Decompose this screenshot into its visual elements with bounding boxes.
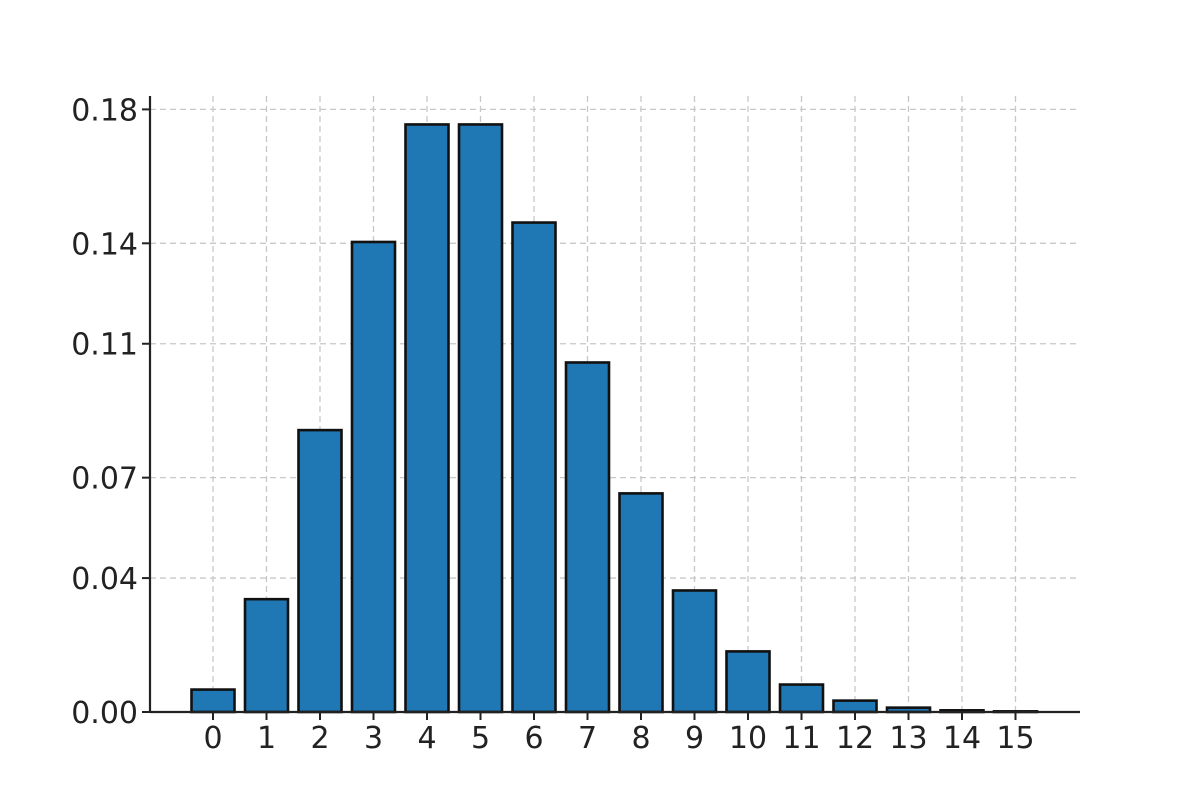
- x-tick-label: 3: [364, 721, 383, 756]
- bar: [511, 221, 557, 714]
- x-tick-label: 10: [729, 721, 767, 756]
- x-tick-label: 14: [943, 721, 981, 756]
- bar: [778, 683, 825, 714]
- x-tick-label: 12: [836, 721, 874, 756]
- grid: [150, 96, 1080, 712]
- bar: [671, 589, 718, 714]
- tick-labels: 0.000.040.070.110.140.180 1 2 3 4 5 6 7 8 9 10 11 12…: [71, 93, 1034, 756]
- x-tick-label: 6: [524, 721, 543, 756]
- x-tick-label: 9: [685, 721, 704, 756]
- bar: [297, 428, 343, 714]
- x-tick-label: 0: [203, 721, 222, 756]
- x-tick-label: 2: [310, 721, 329, 756]
- bar: [404, 123, 450, 714]
- bar: [190, 688, 236, 714]
- bars: [190, 123, 1039, 714]
- y-tick-label: 0.07: [71, 462, 138, 497]
- y-tick-label: 0.14: [71, 227, 138, 262]
- bar: [832, 699, 878, 714]
- x-tick-label: 8: [631, 721, 650, 756]
- bar: [618, 492, 664, 714]
- x-tick-label: 15: [996, 721, 1034, 756]
- x-tick-label: 4: [417, 721, 436, 756]
- bar: [564, 361, 611, 714]
- axes: [142, 96, 1080, 720]
- x-tick-label: 13: [889, 721, 927, 756]
- bar: [243, 597, 290, 714]
- bar: [725, 650, 771, 714]
- x-tick-label: 5: [471, 721, 490, 756]
- x-tick-label: 1: [257, 721, 276, 756]
- x-tick-label: 7: [578, 721, 597, 756]
- bar: [350, 240, 397, 714]
- bar: [457, 123, 504, 714]
- y-tick-label: 0.11: [71, 328, 138, 363]
- y-tick-label: 0.18: [71, 93, 138, 128]
- y-tick-label: 0.00: [71, 696, 138, 731]
- y-tick-label: 0.04: [71, 562, 138, 597]
- x-tick-label: 11: [782, 721, 820, 756]
